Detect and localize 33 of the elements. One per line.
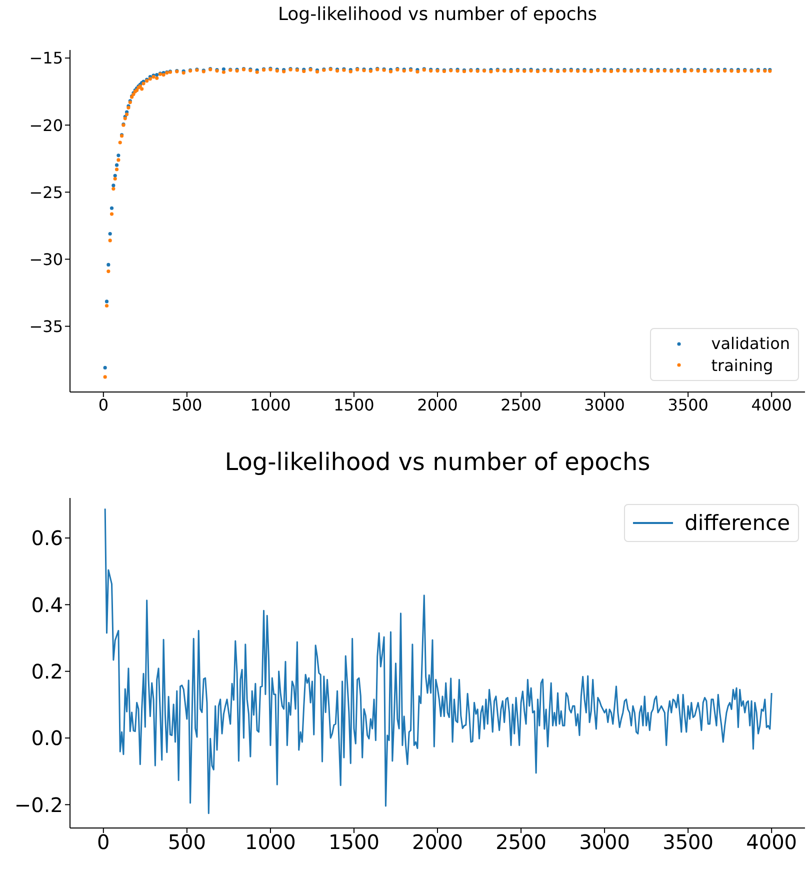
x-tick-label: 2500 [500, 395, 542, 414]
y-tick-label: 0.4 [31, 592, 63, 617]
x-tick-label: 1500 [334, 395, 374, 414]
y-tick-label: −25 [29, 182, 63, 202]
y-tick-label: 0.6 [31, 526, 63, 550]
x-tick-label: 3000 [584, 395, 625, 414]
y-tick-label: −15 [29, 48, 63, 68]
x-tick-label: 0 [98, 395, 109, 414]
y-tick-label: −30 [29, 250, 63, 269]
x-tick-label: 4000 [751, 395, 792, 414]
x-tick-label: 3000 [579, 830, 630, 854]
legend-label: training [711, 354, 774, 376]
y-tick-label: −20 [29, 116, 63, 135]
x-tick-label: 500 [168, 830, 206, 854]
chart-title: Log-likelihood vs number of epochs [224, 448, 652, 476]
x-tick-label: 4000 [746, 830, 798, 854]
x-tick-label: 1000 [245, 830, 296, 854]
x-tick-label: 500 [172, 395, 202, 414]
x-tick-label: 0 [97, 830, 110, 854]
chart-title: Log-likelihood vs number of epochs [276, 4, 598, 25]
y-tick-label: −35 [29, 316, 63, 336]
x-tick-label: 1000 [250, 395, 291, 414]
x-tick-label: 2500 [496, 830, 546, 854]
y-tick-label: 0.0 [31, 726, 63, 750]
x-tick-label: 3500 [668, 395, 708, 414]
legend-label: validation [711, 333, 790, 355]
x-tick-label: 2000 [412, 830, 463, 854]
legend-label: difference [684, 510, 790, 537]
x-tick-label: 1500 [328, 830, 380, 854]
y-tick-label: 0.2 [31, 659, 63, 684]
x-tick-label: 3500 [662, 830, 714, 854]
x-tick-label: 2000 [417, 395, 458, 414]
y-tick-label: −0.2 [14, 792, 63, 817]
